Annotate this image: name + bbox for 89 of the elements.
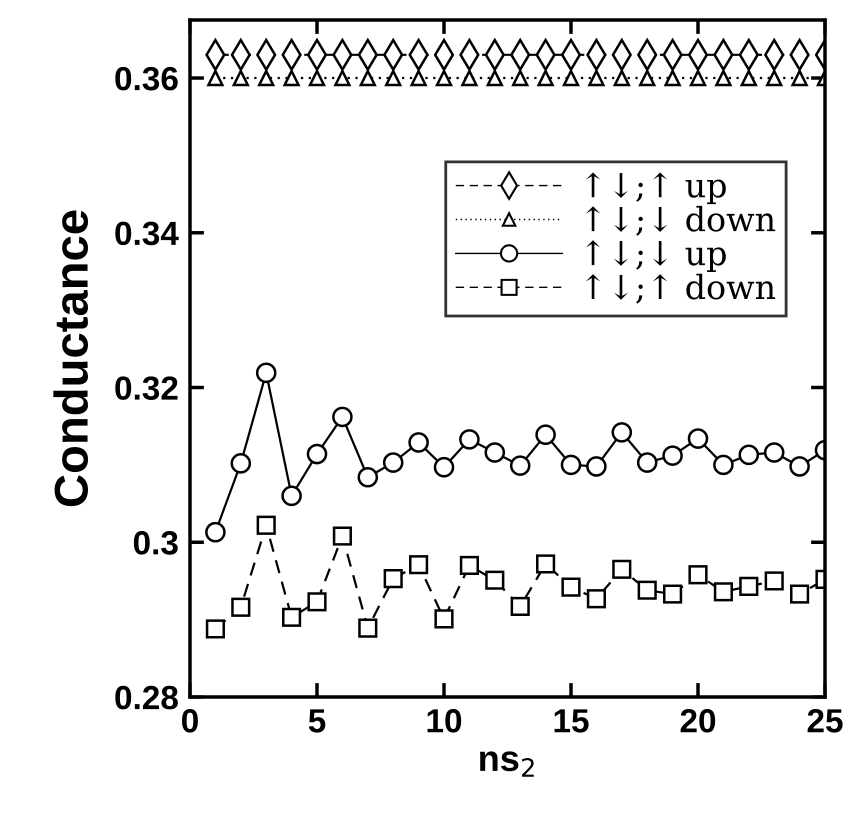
y-tick-label: 0.28: [115, 686, 178, 710]
point: [283, 70, 300, 86]
x-tick-label: 5: [308, 709, 326, 733]
point: [434, 609, 454, 628]
point: [230, 453, 252, 474]
point: [332, 526, 352, 546]
legend-label: ↑↓;↓ down: [586, 206, 776, 236]
point: [409, 555, 428, 574]
y-tick-label: 0.3: [134, 531, 178, 555]
x-tick-label: 20: [680, 708, 716, 733]
y-tick-label: 0.36: [115, 66, 178, 90]
point: [612, 422, 632, 443]
point: [256, 516, 276, 535]
point: [562, 70, 580, 86]
legend-label: ↑↓;↓ up: [586, 240, 726, 272]
point: [560, 454, 582, 476]
point: [764, 571, 784, 591]
point: [715, 70, 732, 86]
point: [384, 569, 403, 588]
point: [510, 596, 530, 616]
point: [612, 560, 632, 579]
point: [789, 456, 810, 477]
x-tick-label: 10: [428, 708, 462, 733]
point: [461, 70, 478, 86]
point: [408, 432, 429, 453]
point: [510, 455, 530, 476]
point: [232, 70, 249, 86]
point: [410, 70, 427, 86]
point: [688, 565, 708, 584]
point: [738, 444, 760, 466]
point: [764, 442, 784, 463]
point: [790, 584, 810, 604]
point: [231, 598, 250, 617]
point: [536, 554, 556, 574]
point: [205, 522, 226, 542]
point: [385, 70, 402, 86]
point: [360, 70, 376, 86]
point: [282, 608, 302, 627]
y-tick-label: 0.34: [115, 222, 179, 246]
point: [334, 70, 351, 86]
legend-label: ↑↓;↑ down: [586, 274, 776, 304]
y-tick-label: 0.32: [115, 376, 178, 400]
point: [358, 618, 378, 638]
point: [281, 486, 302, 506]
point: [535, 424, 556, 445]
point: [638, 580, 657, 600]
x-axis-title: ns$_{2}$: [480, 751, 534, 777]
point: [663, 584, 682, 604]
point: [714, 582, 733, 602]
point: [256, 362, 276, 384]
point: [740, 70, 757, 86]
point: [306, 444, 328, 464]
point: [639, 70, 656, 86]
point: [561, 578, 581, 597]
point: [766, 70, 782, 86]
point: [713, 454, 734, 476]
point: [739, 576, 758, 596]
point: [512, 70, 528, 86]
point: [436, 70, 452, 86]
x-tick-label: 0: [182, 708, 198, 733]
point: [537, 70, 554, 86]
point: [614, 70, 630, 86]
point: [791, 70, 808, 86]
point: [690, 70, 706, 86]
x-tick-label: 25: [808, 708, 843, 733]
point: [434, 456, 454, 478]
point: [484, 442, 506, 463]
point: [586, 589, 606, 608]
point: [358, 466, 378, 488]
point: [485, 570, 504, 590]
point: [308, 70, 326, 86]
point: [258, 70, 274, 86]
point: [588, 70, 605, 86]
point: [206, 619, 225, 638]
y-axis-title: Conductance: [53, 210, 88, 506]
point: [486, 70, 503, 86]
point: [307, 592, 327, 612]
x-tick-label: 15: [554, 709, 589, 733]
point: [586, 456, 607, 477]
point: [382, 452, 404, 473]
point: [636, 452, 658, 473]
point: [207, 70, 224, 86]
point: [332, 406, 353, 428]
point: [688, 428, 708, 449]
point: [662, 445, 683, 466]
point: [459, 429, 480, 450]
point: [664, 70, 681, 86]
legend-label: ↑↓;↑ up: [586, 172, 726, 204]
point: [460, 556, 479, 576]
